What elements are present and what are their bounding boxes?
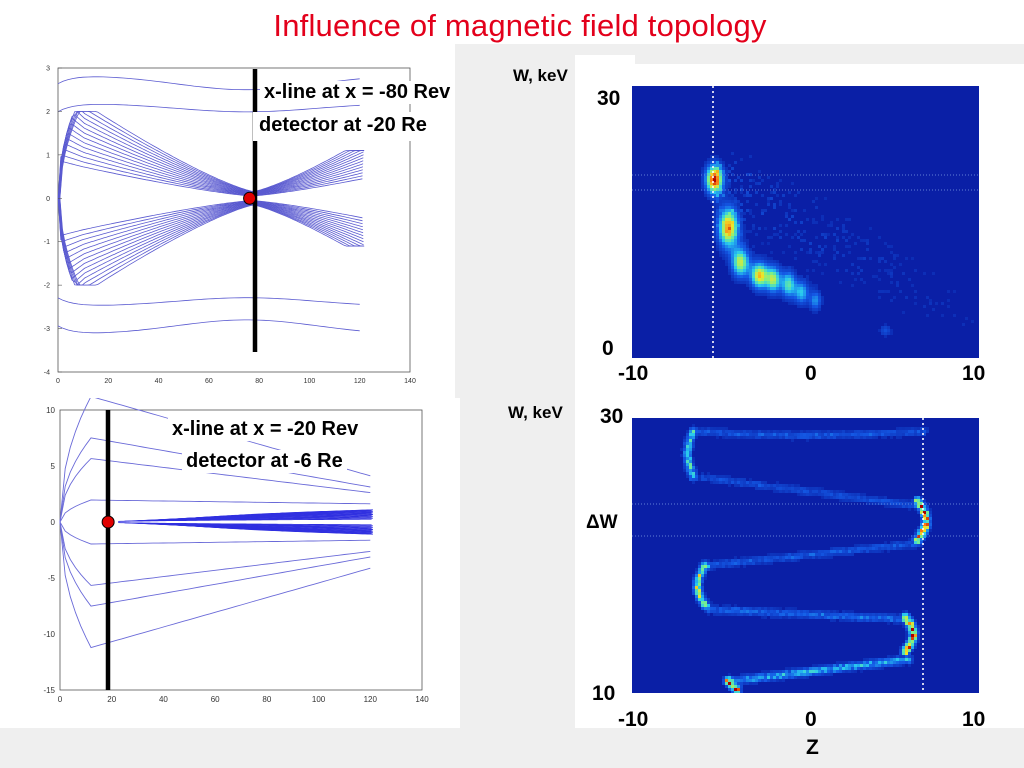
field-line bbox=[57, 297, 360, 306]
bottom-right-ytick-top: 30 bbox=[600, 405, 624, 428]
field-line bbox=[58, 198, 364, 259]
field-line bbox=[189, 524, 373, 535]
field-line bbox=[59, 521, 371, 649]
field-line bbox=[59, 198, 364, 286]
bottom-right-xlabel: Z bbox=[806, 736, 819, 759]
x-tick-label: 0 bbox=[56, 378, 60, 384]
field-line bbox=[59, 198, 364, 283]
x-tick-label: 120 bbox=[354, 378, 366, 384]
bottom-right-heatmap bbox=[632, 418, 979, 693]
top-right-xtick-left: -10 bbox=[618, 362, 649, 385]
x-tick-label: 140 bbox=[415, 695, 429, 704]
field-line bbox=[57, 319, 360, 334]
y-tick-label: -15 bbox=[43, 686, 55, 695]
field-line bbox=[58, 198, 364, 280]
field-line bbox=[58, 143, 363, 199]
field-line bbox=[57, 155, 363, 199]
field-line bbox=[58, 148, 363, 199]
field-line bbox=[59, 521, 371, 607]
top-right-ytick-top: 30 bbox=[597, 87, 621, 110]
bottom-right-ylabel: W, keV bbox=[508, 403, 563, 422]
y-tick-label: 5 bbox=[51, 462, 56, 471]
x-tick-label: 60 bbox=[211, 695, 220, 704]
background-band bbox=[0, 728, 1024, 768]
field-line bbox=[59, 499, 371, 523]
x-tick-label: 0 bbox=[58, 695, 63, 704]
field-line bbox=[59, 111, 364, 199]
top-right-xtick-mid: 0 bbox=[805, 362, 817, 385]
y-tick-label: 0 bbox=[51, 518, 56, 527]
field-line bbox=[57, 198, 363, 242]
field-line bbox=[58, 117, 364, 199]
background-band bbox=[455, 44, 575, 734]
field-line bbox=[59, 111, 364, 199]
x-line-marker bbox=[243, 191, 257, 205]
x-tick-label: 80 bbox=[255, 378, 263, 384]
y-tick-label: -2 bbox=[44, 283, 50, 290]
field-line bbox=[59, 521, 371, 545]
field-line bbox=[57, 160, 363, 199]
field-line bbox=[58, 137, 364, 199]
field-line bbox=[59, 198, 365, 286]
field-line bbox=[59, 458, 371, 523]
top-left-panel: 3 2 1 0 -1 -2 -3 -4 0 20 40 60 80 100 120 140 bbox=[0, 44, 455, 385]
x-tick-label: 140 bbox=[404, 378, 416, 384]
field-line bbox=[58, 198, 364, 264]
top-right-axis-panel bbox=[575, 55, 635, 365]
y-tick-label: 10 bbox=[46, 406, 55, 415]
y-tick-label: 2 bbox=[46, 109, 50, 116]
field-line bbox=[59, 198, 364, 286]
annotation-detector-bottom: detector at -6 Re bbox=[182, 450, 347, 473]
x-tick-label: 100 bbox=[304, 378, 316, 384]
field-line bbox=[58, 198, 363, 253]
x-tick-label: 20 bbox=[104, 378, 112, 384]
x-tick-label: 80 bbox=[262, 695, 271, 704]
bottom-right-xtick-mid: 0 bbox=[805, 708, 817, 731]
field-line bbox=[58, 198, 363, 248]
field-line bbox=[58, 198, 364, 274]
delta-w-label: ΔW bbox=[586, 512, 618, 533]
y-tick-label: 0 bbox=[46, 196, 50, 203]
field-line bbox=[58, 127, 364, 199]
field-line bbox=[59, 114, 364, 199]
field-line bbox=[59, 111, 365, 199]
annotation-xline-top: x-line at x = -80 Rev bbox=[260, 81, 455, 104]
field-line bbox=[59, 198, 364, 286]
y-tick-label: -10 bbox=[43, 630, 55, 639]
field-line bbox=[58, 198, 364, 270]
top-right-xtick-right: 10 bbox=[962, 362, 986, 385]
field-line bbox=[57, 198, 363, 237]
slide-title: Influence of magnetic field topology bbox=[273, 8, 767, 43]
y-tick-label: -4 bbox=[44, 370, 50, 377]
x-tick-label: 40 bbox=[155, 378, 163, 384]
annotation-xline-bottom: x-line at x = -20 Rev bbox=[168, 418, 363, 441]
y-tick-label: -1 bbox=[44, 239, 50, 246]
x-tick-label: 40 bbox=[159, 695, 168, 704]
y-tick-label: -5 bbox=[48, 574, 56, 583]
y-tick-label: 3 bbox=[46, 66, 50, 73]
field-line bbox=[58, 133, 364, 199]
field-line bbox=[58, 123, 364, 199]
x-tick-label: 120 bbox=[364, 695, 378, 704]
bottom-left-panel: 10 5 0 -5 -10 -15 0 20 40 60 80 100 120 140 bbox=[0, 395, 460, 728]
bottom-left-field-plot: 10 5 0 -5 -10 -15 0 20 40 60 80 100 120 140 bbox=[43, 395, 429, 704]
x-tick-label: 20 bbox=[107, 695, 116, 704]
x-line-marker bbox=[101, 515, 115, 529]
x-tick-label: 100 bbox=[312, 695, 326, 704]
top-right-ylabel: W, keV bbox=[513, 66, 568, 85]
top-right-heatmap bbox=[632, 86, 979, 358]
y-tick-label: 1 bbox=[46, 152, 50, 159]
bottom-right-xtick-left: -10 bbox=[618, 708, 649, 731]
y-tick-label: -3 bbox=[44, 326, 50, 333]
bottom-right-xtick-right: 10 bbox=[962, 708, 986, 731]
bottom-right-ytick-bottom: 10 bbox=[592, 682, 616, 705]
field-line bbox=[59, 111, 364, 199]
field-line bbox=[59, 521, 371, 586]
annotation-detector-top: detector at -20 Re bbox=[253, 112, 433, 141]
x-tick-label: 60 bbox=[205, 378, 213, 384]
field-line bbox=[189, 509, 373, 520]
top-right-ytick-bottom: 0 bbox=[602, 337, 614, 360]
field-line bbox=[57, 104, 360, 113]
